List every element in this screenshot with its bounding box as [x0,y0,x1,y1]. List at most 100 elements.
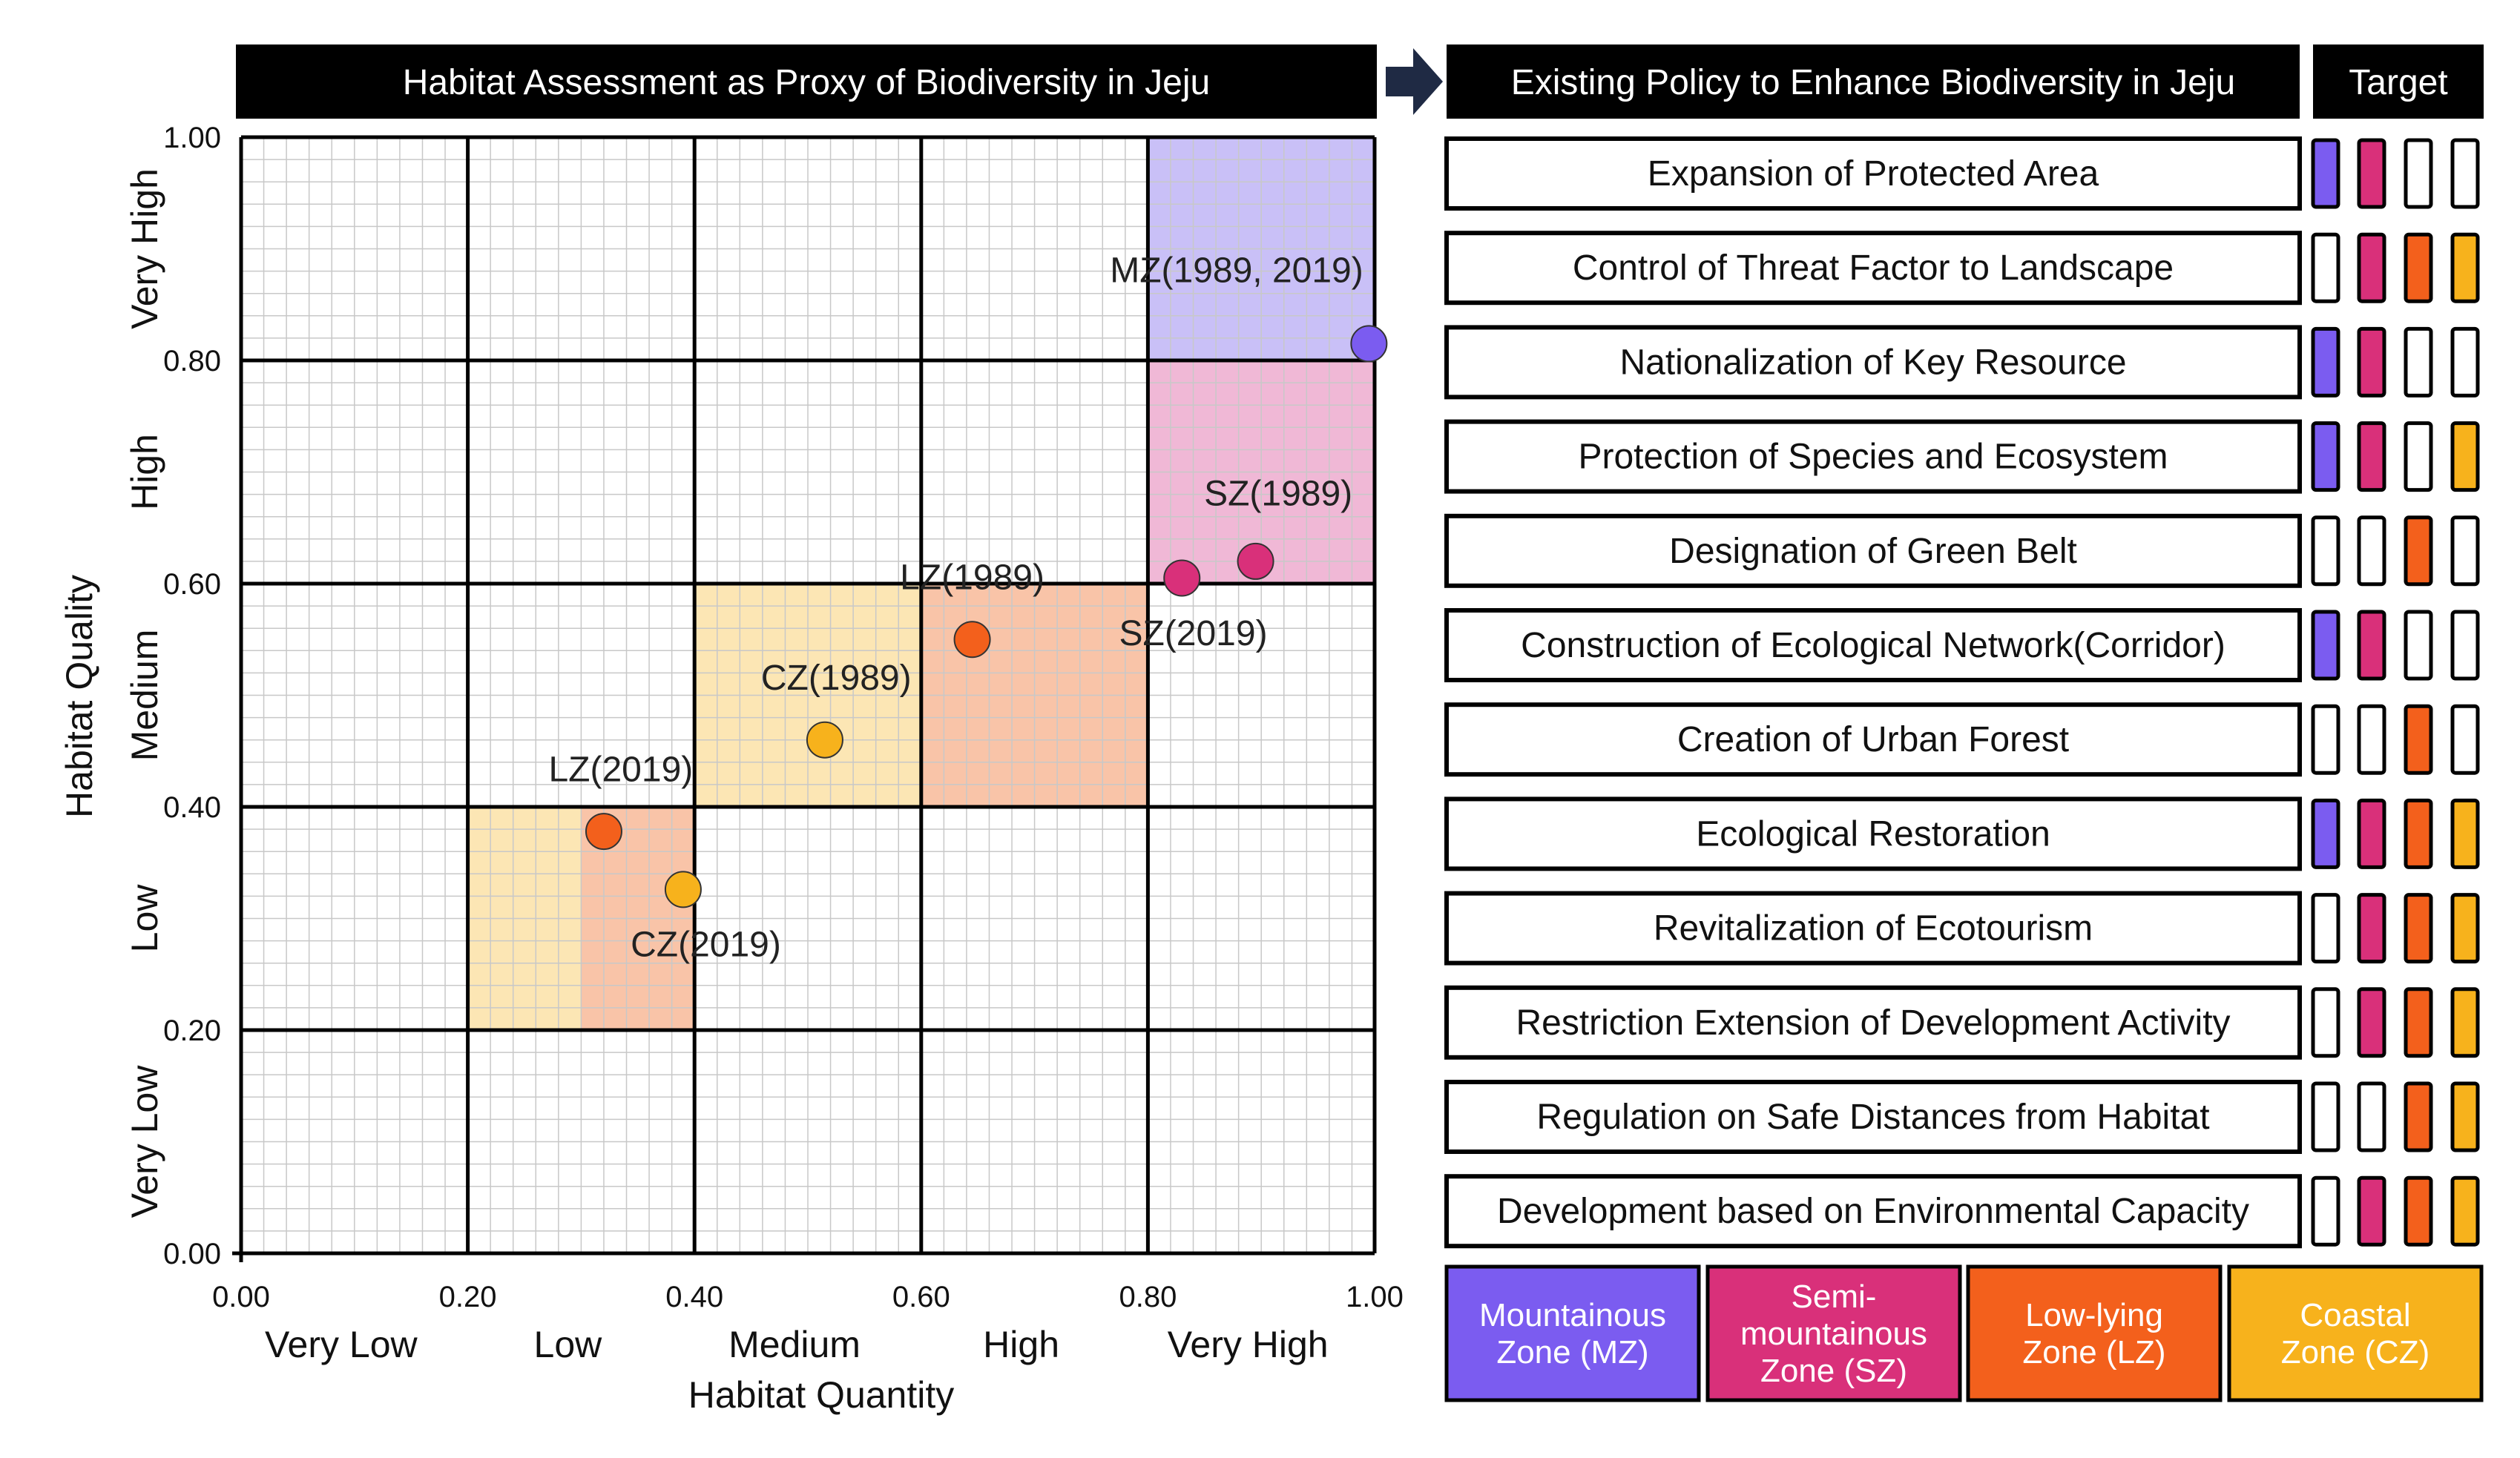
x-category-label: Very High [1168,1324,1329,1365]
y-tick-label: 0.80 [163,345,221,377]
y-category-label: Very Low [124,1065,165,1218]
policy-row-box [1444,1174,2302,1249]
y-axis-title: Habitat Quality [59,575,100,818]
legend-label: Coastal [2300,1297,2410,1333]
target-cell-lz [2404,893,2433,964]
target-cell-lz [2404,421,2433,492]
point-label: SZ(2019) [1119,614,1267,653]
target-cell-sz [2357,704,2386,775]
point-lz [585,813,622,851]
target-cell-mz [2311,326,2340,398]
chart-title-bar [236,44,1377,119]
x-tick-label: 0.00 [212,1281,270,1313]
policy-label: Nationalization of Key Resource [1619,343,2126,382]
policy-row-box [1444,891,2302,966]
policy-label: Creation of Urban Forest [1677,720,2069,759]
policy-row-box [1444,702,2302,777]
policy-row-box [1444,513,2302,588]
chart-title: Habitat Assessment as Proxy of Biodivers… [403,63,1210,102]
target-cell-mz [2311,232,2340,303]
policy-row-box [1444,136,2302,211]
legend-lz [1966,1264,2223,1402]
target-cell-sz [2357,610,2386,681]
major-grid [232,135,1377,1262]
legend-cz [2227,1264,2484,1402]
policy-row-box [1444,1080,2302,1154]
point-sz [1163,559,1201,597]
target-cell-lz [2404,987,2433,1058]
target-cell-sz [2357,232,2386,303]
policy-label: Protection of Species and Ecosystem [1578,438,2168,477]
policy-label: Designation of Green Belt [1669,532,2077,571]
y-tick-label: 0.20 [163,1015,221,1047]
policy-row-box [1444,325,2302,400]
point-label: LZ(2019) [548,750,693,789]
y-tick-label: 0.00 [163,1238,221,1270]
target-cell-lz [2404,232,2433,303]
legend-mz [1444,1264,1701,1402]
policy-row-box [1444,419,2302,494]
x-category-label: High [983,1324,1059,1365]
target-cell-sz [2357,138,2386,209]
x-category-label: Low [534,1324,603,1365]
y-category-label: High [124,434,165,510]
minor-grid [241,137,1375,1253]
target-cell-cz [2450,798,2480,869]
point-label: SZ(1989) [1204,475,1352,514]
policy-row-box [1444,231,2302,306]
policy-label: Expansion of Protected Area [1648,154,2099,194]
x-tick-label: 0.40 [665,1281,723,1313]
target-cell-lz [2404,326,2433,398]
target-cell-cz [2450,893,2480,964]
policy-label: Control of Threat Factor to Landscape [1573,248,2174,288]
legend-label: Mountainous [1479,1297,1666,1333]
point-label: MZ(1989, 2019) [1110,251,1363,291]
target-title-bar [2313,44,2484,119]
target-cell-cz [2450,1081,2480,1152]
target-cell-sz [2357,1175,2386,1247]
policy-label: Construction of Ecological Network(Corri… [1521,626,2225,665]
policy-row-box [1444,796,2302,871]
policy-title-bar [1447,44,2300,119]
policy-row-box [1444,608,2302,682]
policy-table: Expansion of Protected Area Control of Th… [1444,136,2480,1249]
policy-row-box [1444,985,2302,1060]
point-cz [664,871,702,908]
x-category-label: Medium [728,1324,861,1365]
target-cell-lz [2404,704,2433,775]
target-cell-sz [2357,1081,2386,1152]
point-sz [1237,542,1274,580]
target-title: Target [2349,63,2447,102]
x-axis-title: Habitat Quantity [688,1374,955,1416]
target-cell-sz [2357,326,2386,398]
legend-label: Zone (CZ) [2281,1334,2429,1370]
legend-label: Zone (SZ) [1760,1353,1907,1389]
target-cell-cz [2450,1175,2480,1247]
x-tick-label: 1.00 [1346,1281,1404,1313]
target-cell-cz [2450,515,2480,587]
data-points: MZ(1989, 2019) SZ(1989) SZ(2019) LZ(1989) CZ… [548,251,1388,965]
legend-label: Zone (LZ) [2022,1334,2165,1370]
legend-label: Semi- [1792,1279,1877,1315]
target-cell-sz [2357,421,2386,492]
legend-label: mountainous [1740,1316,1927,1352]
target-cell-cz [2450,326,2480,398]
target-cell-cz [2450,421,2480,492]
legend-label: Zone (MZ) [1496,1334,1648,1370]
y-tick-label: 1.00 [163,122,221,154]
target-cell-cz [2450,987,2480,1058]
point-label: LZ(1989) [900,558,1044,598]
target-cell-lz [2404,798,2433,869]
x-tick-label: 0.80 [1119,1281,1177,1313]
point-cz [806,721,843,759]
target-cell-sz [2357,798,2386,869]
target-cell-cz [2450,610,2480,681]
target-cell-mz [2311,515,2340,587]
target-cell-mz [2311,798,2340,869]
target-cell-mz [2311,610,2340,681]
arrow-right-icon [1386,48,1443,115]
policy-label: Development based on Environmental Capac… [1497,1192,2249,1231]
target-cell-mz [2311,138,2340,209]
policy-title: Existing Policy to Enhance Biodiversity … [1511,63,2235,102]
